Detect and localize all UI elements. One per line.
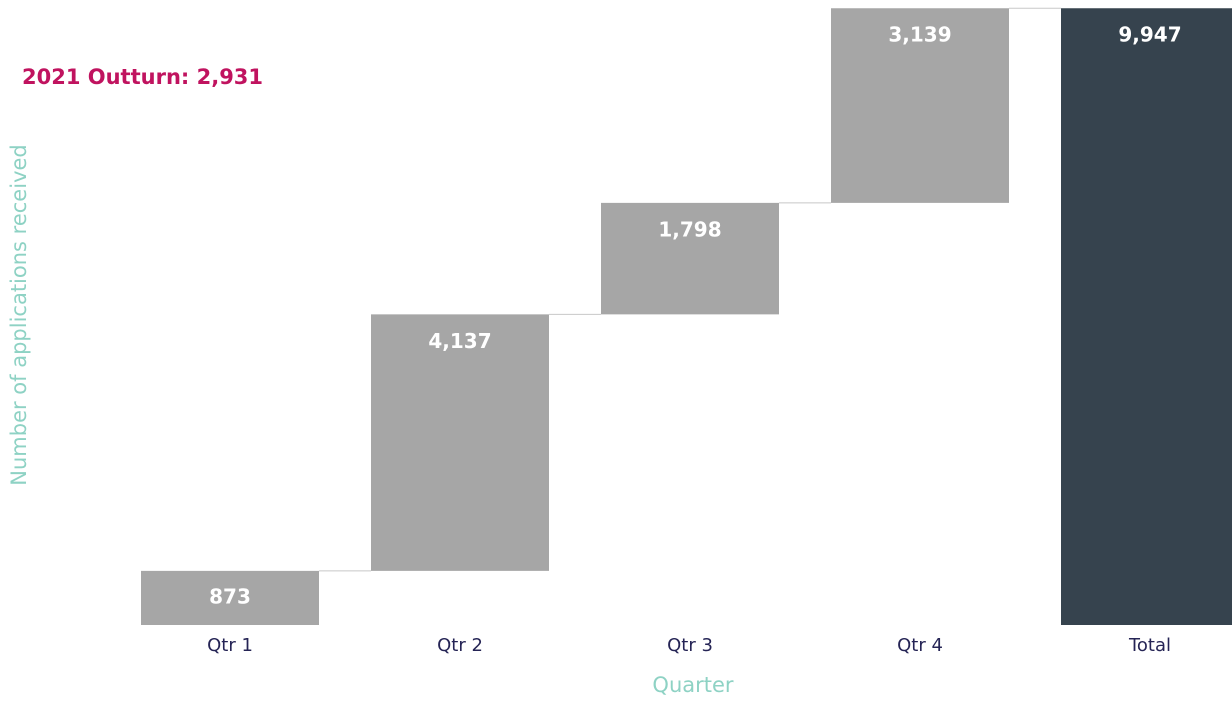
bar [831, 8, 1009, 203]
x-tick-label: Qtr 3 [667, 635, 713, 656]
data-label: 9,947 [1118, 23, 1181, 47]
bar [141, 570, 319, 625]
bar [601, 202, 779, 315]
x-axis-title: Quarter [652, 673, 733, 697]
x-tick-label: Qtr 2 [437, 635, 483, 656]
data-label: 873 [209, 584, 251, 608]
data-label: 1,798 [658, 217, 721, 241]
x-tick-label: Qtr 1 [207, 635, 253, 656]
data-label: 4,137 [428, 329, 491, 353]
x-tick-label: Total [1128, 635, 1171, 656]
bar [371, 314, 549, 571]
y-axis-title: Number of applications received [7, 144, 31, 485]
annotation: 2021 Outturn: 2,931 [22, 65, 263, 89]
data-label: 3,139 [888, 23, 951, 47]
x-tick-label: Qtr 4 [897, 635, 943, 656]
bar [1061, 8, 1232, 626]
